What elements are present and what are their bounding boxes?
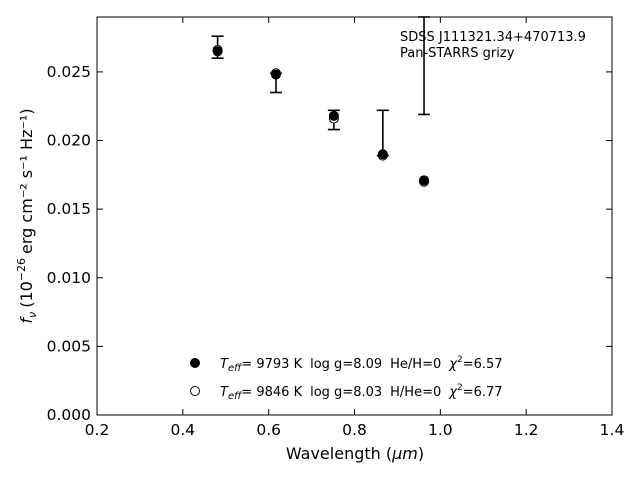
y-axis-ticks: 0.000 0.005 0.010 0.015 0.020 0.025 <box>47 63 612 424</box>
x-tick-label: 0.8 <box>342 421 367 439</box>
x-axis-ticks: 0.2 0.4 0.6 0.8 1.0 1.2 1.4 <box>85 17 625 439</box>
x-tick-label: 0.6 <box>256 421 281 439</box>
data-point-filled <box>212 46 223 57</box>
data-point-filled <box>328 110 339 121</box>
data-point-filled <box>377 149 388 160</box>
y-tick-label: 0.005 <box>47 337 91 355</box>
data-point-filled <box>419 175 430 186</box>
plot-frame <box>96 16 613 416</box>
x-tick-label: 0.2 <box>85 421 110 439</box>
y-tick-label: 0.015 <box>47 200 91 218</box>
y-tick-label: 0.000 <box>47 406 91 424</box>
x-tick-label: 0.4 <box>171 421 196 439</box>
y-tick-label: 0.025 <box>47 63 91 81</box>
x-tick-label: 1.2 <box>514 421 539 439</box>
data-point-filled <box>270 69 281 80</box>
x-tick-label: 1.4 <box>600 421 625 439</box>
y-tick-label: 0.020 <box>47 132 91 150</box>
legend-marker-open <box>190 386 200 396</box>
x-tick-label: 1.0 <box>428 421 453 439</box>
legend-marker-filled <box>190 358 200 368</box>
x-axis-label: Wavelength (μm) <box>286 444 424 463</box>
observed-error-bars <box>211 16 431 157</box>
object-name-annotation: SDSS J111321.34+470713.9 <box>400 30 586 45</box>
y-tick-label: 0.010 <box>47 269 91 287</box>
survey-annotation: Pan-STARRS grizy <box>400 46 515 61</box>
y-axis-label: fν(10−26erg cm⁻² s⁻¹ Hz⁻¹) <box>15 108 39 323</box>
model-markers <box>212 44 430 187</box>
